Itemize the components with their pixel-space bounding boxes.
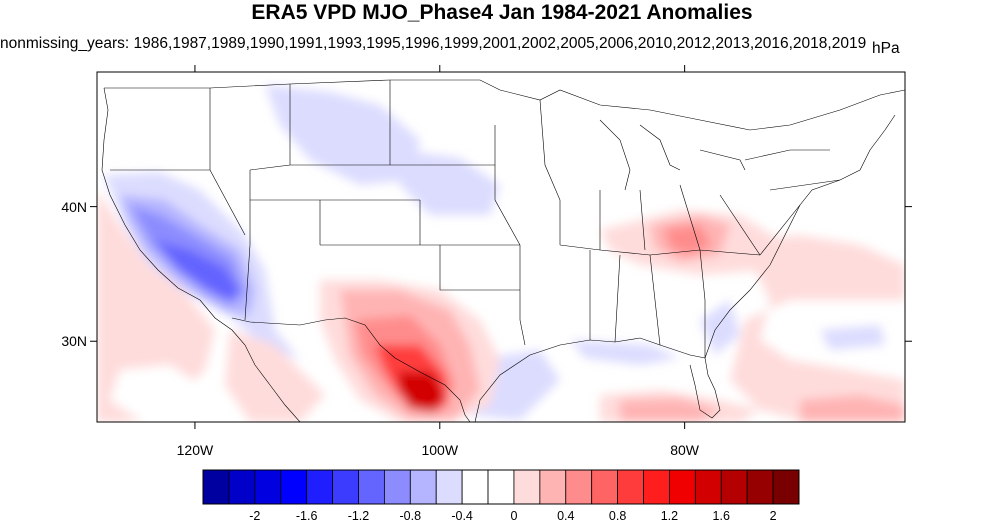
anomaly-field (97, 85, 905, 422)
colorbar-swatch (228, 469, 256, 505)
colorbar-tick-label: -0.8 (399, 509, 422, 523)
colorbar-swatch (565, 469, 593, 505)
great-lakes-shore (599, 119, 746, 191)
colorbar-swatch (461, 469, 489, 505)
colorbar (202, 469, 800, 505)
field-red-mid-gulf-east (620, 398, 720, 422)
field-blue-light-north (265, 85, 420, 185)
map-title: ERA5 VPD MJO_Phase4 Jan 1984-2021 Anomal… (251, 1, 753, 24)
lon-tick-label: 100W (421, 442, 459, 458)
lon-tick-label: 80W (670, 442, 700, 458)
map-subtitle: nonmissing_years: 1986,1987,1989,1990,19… (0, 35, 867, 52)
map-boundaries (101, 79, 905, 422)
colorbar-swatch (669, 469, 696, 505)
colorbar-swatch (513, 469, 541, 505)
colorbar-tick-label: -1.2 (347, 509, 370, 523)
colorbar-swatch (435, 469, 463, 505)
coastline-atlantic (704, 114, 896, 359)
colorbar-swatch (202, 469, 230, 505)
border-mexico (231, 317, 471, 422)
colorbar-tick-label: -2 (249, 509, 261, 523)
colorbar-swatch (383, 469, 411, 505)
border-canada (104, 79, 905, 131)
colorbar-swatch (617, 469, 644, 505)
field-red-strong-appalachia (665, 225, 712, 255)
colorbar-swatch (487, 469, 515, 505)
map-frame (96, 71, 906, 423)
colorbar-tick-label: -1.6 (295, 509, 318, 523)
colorbar-swatch (746, 469, 774, 505)
field-red-light-atlantic (730, 235, 905, 422)
coastline-gulf (474, 337, 721, 422)
colorbar-swatch (694, 469, 722, 505)
colorbar-tick-label: 1.2 (660, 509, 679, 523)
colorbar-swatch (254, 469, 282, 505)
colorbar-tick-label: 0 (510, 509, 518, 523)
lat-tick-label: 40N (61, 198, 87, 215)
field-white-pacific (110, 365, 200, 420)
colorbar-tick-label: 0.4 (557, 509, 575, 523)
units-label: hPa (872, 40, 900, 57)
field-red-mid-atlantic-south (800, 395, 905, 422)
field-red-core-texas (398, 372, 445, 412)
colorbar-outline (202, 469, 800, 505)
colorbar-swatch (720, 469, 748, 505)
colorbar-swatch (280, 469, 308, 505)
colorbar-tick-label: 0.8 (608, 509, 627, 523)
field-blue-light-plains (400, 150, 500, 215)
colorbar-swatch (591, 469, 619, 505)
field-red-light-pacific (97, 190, 215, 422)
axis-ticks (90, 65, 912, 429)
field-blue-light-east (820, 325, 885, 350)
field-blue-light-atlantic (700, 300, 740, 355)
field-blue-light-coast (570, 340, 680, 365)
colorbar-swatch (772, 469, 800, 505)
field-blue-core-west (155, 240, 240, 300)
field-red-light-mexico (225, 330, 325, 422)
colorbar-tick-label: -0.4 (451, 509, 473, 523)
colorbar-swatch (332, 469, 359, 505)
state-borders (110, 80, 841, 358)
colorbar-swatch (409, 469, 437, 505)
colorbar-swatch (358, 469, 385, 505)
colorbar-tick-label: 2 (769, 509, 777, 523)
lon-tick-label: 120W (176, 442, 214, 458)
colorbar-swatch (539, 469, 567, 505)
colorbar-tick-label: 1.6 (712, 509, 730, 523)
lat-tick-label: 30N (61, 333, 87, 350)
coastline-pacific (101, 87, 301, 422)
colorbar-swatch (306, 469, 333, 505)
colorbar-swatch (643, 469, 670, 505)
